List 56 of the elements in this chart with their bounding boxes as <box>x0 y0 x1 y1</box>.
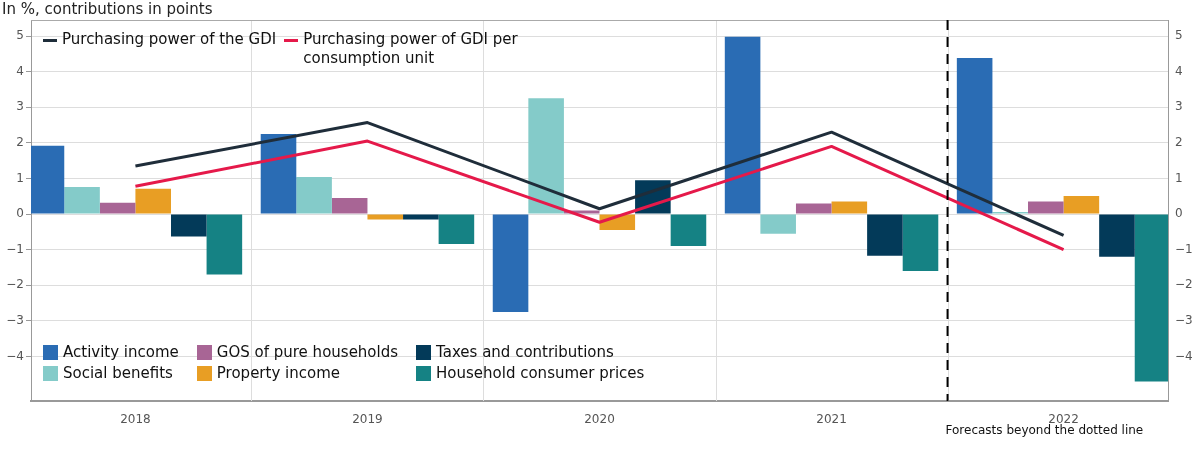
legend-label: Activity income <box>63 343 179 362</box>
y-tick-label: −1 <box>6 241 24 256</box>
x-tick-label: 2020 <box>584 412 615 427</box>
legend-label: Property income <box>216 364 340 383</box>
bar <box>760 214 796 234</box>
y2-tick-label: 1 <box>1175 170 1183 185</box>
y-tick-label: 0 <box>16 206 24 221</box>
bar <box>492 214 529 312</box>
y-tick-label: 1 <box>16 170 24 185</box>
x-tick-label: 2021 <box>816 412 847 427</box>
y-tick-label: −4 <box>6 348 24 363</box>
bar <box>260 133 297 214</box>
legend-label: Purchasing power of GDI per consumption unit <box>303 30 519 68</box>
y-tick-label: −3 <box>6 313 24 328</box>
bar <box>206 214 243 275</box>
bar <box>956 58 993 214</box>
chart-title: In %, contributions in points <box>2 0 213 18</box>
y-tick-label: 4 <box>16 63 24 78</box>
y2-tick-label: −4 <box>1175 348 1193 363</box>
legend-label: Household consumer prices <box>436 364 645 383</box>
x-tick-label: 2018 <box>120 412 151 427</box>
y2-tick-label: 3 <box>1175 99 1183 114</box>
bar <box>902 214 939 272</box>
y-tick-label: 5 <box>16 28 24 43</box>
y-tick-label: 2 <box>16 134 24 149</box>
bar <box>64 187 100 214</box>
bar <box>867 214 903 256</box>
legend-label: Purchasing power of the GDI <box>62 30 277 49</box>
bar <box>795 203 832 214</box>
bar <box>171 214 207 237</box>
y2-tick-label: 0 <box>1175 206 1183 221</box>
x-tick-label: 2019 <box>352 412 383 427</box>
bar <box>1063 195 1100 214</box>
bar <box>99 202 136 214</box>
bar <box>438 214 475 244</box>
ref-line-label: Forecasts beyond the dotted line <box>945 423 1144 437</box>
y2-tick-label: −2 <box>1175 277 1193 292</box>
y-tick-label: −2 <box>6 277 24 292</box>
y2-tick-label: −1 <box>1175 241 1193 256</box>
y2-tick-label: 5 <box>1175 28 1183 43</box>
bar <box>831 201 868 214</box>
legend-label: Taxes and contributions <box>436 343 614 362</box>
bar <box>670 214 707 247</box>
bar <box>1099 214 1135 257</box>
bar <box>331 198 368 214</box>
legend-label: Social benefits <box>63 364 173 383</box>
y2-tick-label: 2 <box>1175 134 1183 149</box>
bar <box>1028 201 1064 214</box>
bar <box>135 188 171 214</box>
y2-tick-label: −3 <box>1175 313 1193 328</box>
y-tick-label: 3 <box>16 99 24 114</box>
legend-label: GOS of pure households <box>216 343 399 362</box>
y2-tick-label: 4 <box>1175 63 1183 78</box>
bar <box>724 36 761 214</box>
bar <box>296 177 332 214</box>
bar <box>528 98 564 214</box>
